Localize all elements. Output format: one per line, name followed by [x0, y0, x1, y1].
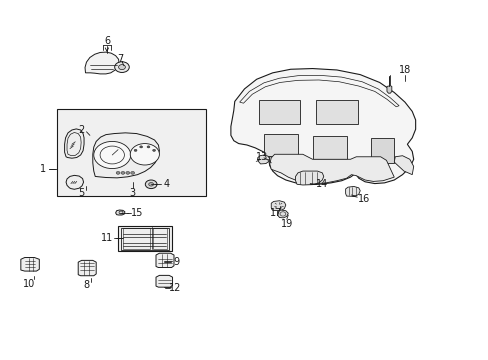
Bar	[153, 228, 166, 249]
Text: 1: 1	[40, 164, 46, 174]
Circle shape	[94, 141, 130, 168]
Bar	[120, 228, 169, 249]
Polygon shape	[156, 253, 174, 267]
Circle shape	[134, 149, 137, 152]
Polygon shape	[64, 129, 84, 158]
Circle shape	[147, 146, 150, 148]
Circle shape	[130, 144, 159, 165]
Text: 7: 7	[117, 54, 123, 64]
Text: 12: 12	[169, 283, 181, 293]
Text: 2: 2	[79, 125, 84, 135]
Text: 14: 14	[316, 179, 328, 189]
Circle shape	[140, 146, 142, 148]
Bar	[312, 136, 346, 159]
Polygon shape	[295, 171, 323, 185]
Text: 13: 13	[256, 152, 268, 162]
Polygon shape	[66, 175, 83, 189]
Circle shape	[125, 171, 129, 174]
Polygon shape	[85, 52, 119, 74]
Text: 19: 19	[280, 219, 292, 229]
Text: 8: 8	[83, 280, 89, 291]
Bar	[118, 226, 171, 251]
Text: 9: 9	[173, 257, 179, 267]
Bar	[57, 109, 205, 196]
Text: 4: 4	[163, 179, 169, 189]
Text: 11: 11	[101, 233, 113, 243]
Polygon shape	[21, 257, 39, 271]
Circle shape	[118, 64, 125, 69]
Text: 3: 3	[129, 188, 136, 198]
Text: 16: 16	[357, 194, 369, 203]
Bar	[264, 134, 297, 156]
Polygon shape	[257, 155, 269, 164]
Polygon shape	[269, 154, 393, 184]
Polygon shape	[277, 210, 287, 218]
Polygon shape	[156, 275, 172, 287]
Polygon shape	[393, 156, 413, 175]
Bar	[316, 100, 357, 123]
Text: 6: 6	[104, 36, 110, 46]
Circle shape	[152, 149, 155, 152]
Bar	[259, 100, 300, 123]
Text: 18: 18	[398, 65, 410, 75]
Circle shape	[145, 180, 157, 189]
Text: 15: 15	[131, 208, 143, 218]
Polygon shape	[78, 260, 96, 276]
Polygon shape	[386, 86, 391, 93]
Polygon shape	[345, 186, 360, 197]
Polygon shape	[271, 201, 285, 211]
Text: 17: 17	[269, 208, 282, 218]
Bar	[370, 138, 393, 163]
Circle shape	[116, 171, 120, 174]
Polygon shape	[116, 210, 124, 215]
Bar	[122, 228, 149, 249]
Text: 5: 5	[79, 188, 84, 198]
Text: 10: 10	[23, 279, 35, 289]
Polygon shape	[93, 133, 159, 178]
Circle shape	[130, 171, 134, 174]
Circle shape	[121, 171, 124, 174]
Polygon shape	[230, 68, 415, 184]
Circle shape	[115, 62, 129, 72]
Circle shape	[148, 183, 153, 186]
